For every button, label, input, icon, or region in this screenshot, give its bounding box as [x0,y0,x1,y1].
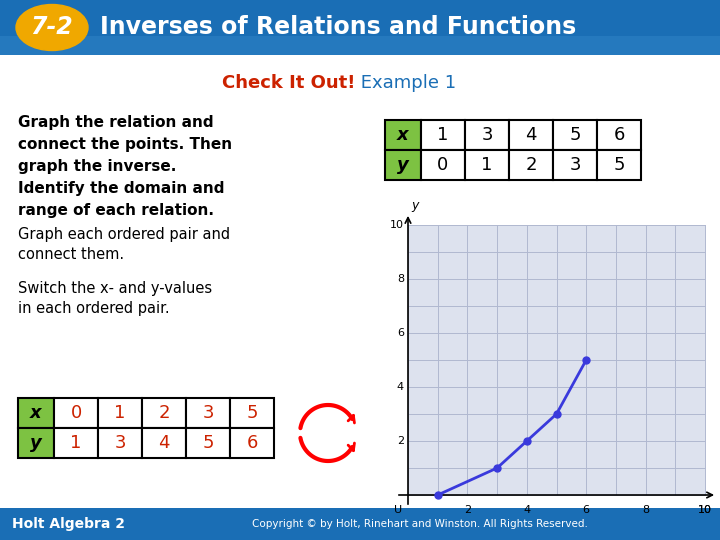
Bar [230,428,274,458]
Bar [142,398,186,428]
Text: y: y [30,434,42,452]
Text: x: x [30,404,42,422]
Text: graph the inverse.: graph the inverse. [18,159,176,174]
Text: in each ordered pair.: in each ordered pair. [18,301,170,316]
Bar [597,150,641,180]
Text: 6: 6 [397,328,404,338]
Bar [421,150,465,180]
Text: 3: 3 [481,126,492,144]
Bar [18,398,54,428]
Point [521,437,533,445]
Point [491,464,503,472]
Text: Holt Algebra 2: Holt Algebra 2 [12,517,125,531]
Text: Identify the domain and: Identify the domain and [18,181,225,196]
Text: 3: 3 [570,156,581,174]
Text: 5: 5 [613,156,625,174]
Text: 3: 3 [114,434,126,452]
Bar [465,150,509,180]
Text: Copyright © by Holt, Rinehart and Winston. All Rights Reserved.: Copyright © by Holt, Rinehart and Winsto… [252,519,588,529]
Ellipse shape [16,4,88,51]
Text: 4: 4 [523,505,531,515]
Bar [385,120,421,150]
Bar [385,150,421,180]
Text: 6: 6 [246,434,258,452]
Bar [408,225,705,495]
Bar [0,0,720,55]
Text: Inverses of Relations and Functions: Inverses of Relations and Functions [100,16,576,39]
Text: Switch the x- and y-values: Switch the x- and y-values [18,281,212,296]
Text: Graph the relation and: Graph the relation and [18,115,214,130]
Text: 10: 10 [390,220,404,230]
Text: 1: 1 [437,126,449,144]
Text: U: U [394,505,402,515]
Text: Check It Out!: Check It Out! [222,74,355,92]
Text: 10: 10 [698,505,712,515]
Text: 8: 8 [397,274,404,284]
Text: 4: 4 [526,126,536,144]
Text: 2: 2 [526,156,536,174]
Text: 7-2: 7-2 [31,16,73,39]
Text: 1: 1 [71,434,81,452]
Text: 5: 5 [246,404,258,422]
Point [432,491,444,500]
Bar [597,120,641,150]
Text: connect them.: connect them. [18,247,124,262]
Bar [553,120,597,150]
Text: range of each relation.: range of each relation. [18,203,214,218]
Text: 6: 6 [582,505,590,515]
Bar [98,398,142,428]
Text: 2: 2 [158,404,170,422]
Text: 2: 2 [464,505,471,515]
Bar [0,36,720,55]
Text: 1: 1 [114,404,126,422]
Text: x: x [397,126,409,144]
Bar [0,508,720,540]
Text: 1: 1 [481,156,492,174]
Bar [553,150,597,180]
Bar [18,428,54,458]
Bar [186,398,230,428]
Bar [230,398,274,428]
Bar [509,150,553,180]
Text: y: y [411,199,418,212]
Point [580,356,592,364]
Text: 5: 5 [202,434,214,452]
Text: Graph each ordered pair and: Graph each ordered pair and [18,227,230,242]
Point [551,410,562,418]
Text: 2: 2 [397,436,404,446]
Bar [186,428,230,458]
Text: 3: 3 [202,404,214,422]
Text: 4: 4 [397,382,404,392]
Text: 0: 0 [437,156,449,174]
Bar [142,428,186,458]
Bar [465,120,509,150]
Bar [54,398,98,428]
Bar [98,428,142,458]
Text: 10: 10 [698,505,712,515]
Text: 5: 5 [570,126,581,144]
Text: 0: 0 [71,404,81,422]
Text: 4: 4 [158,434,170,452]
Text: 8: 8 [642,505,649,515]
Text: 6: 6 [613,126,625,144]
Bar [421,120,465,150]
Text: y: y [397,156,409,174]
Text: Example 1: Example 1 [355,74,456,92]
Bar [509,120,553,150]
Text: connect the points. Then: connect the points. Then [18,137,232,152]
Bar [54,428,98,458]
